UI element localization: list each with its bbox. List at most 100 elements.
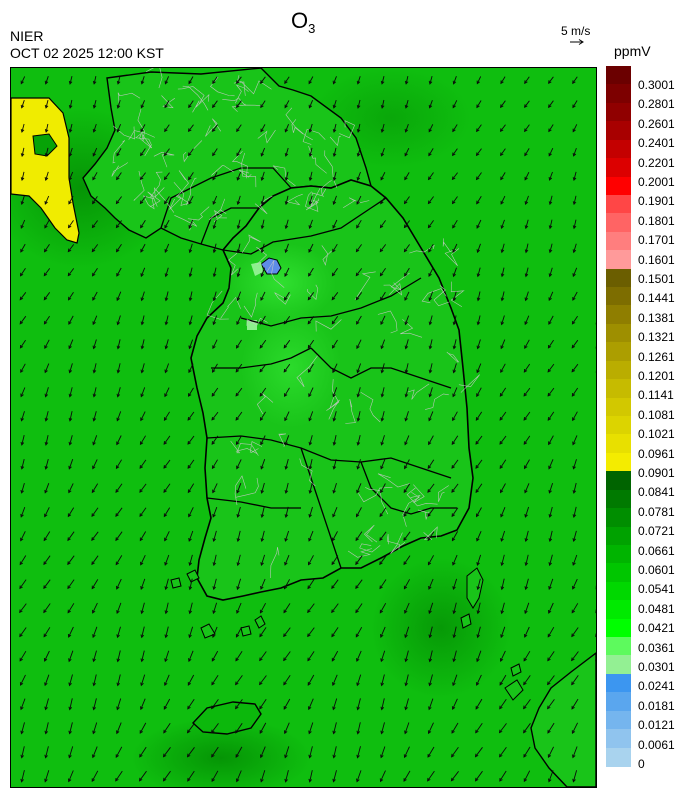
wind-arrow [237,267,241,277]
wind-arrowhead [211,681,215,686]
wind-arrowhead [187,465,191,469]
wind-arrow [523,699,531,709]
wind-arrowhead [91,248,96,253]
district-boundary [235,445,259,456]
wind-arrowhead [500,200,504,205]
wind-arrowhead [452,634,457,639]
wind-arrow [548,315,554,325]
wind-arrow [235,387,243,397]
wind-arrow [68,315,74,325]
wind-arrowhead [20,104,25,109]
wind-arrowhead [428,706,432,711]
wind-arrowhead [428,369,433,374]
wind-arrow [92,626,98,638]
wind-arrowhead [571,730,576,735]
wind-arrowhead [500,345,504,350]
wind-arrow [285,458,289,470]
wind-arrowhead [186,753,191,758]
wind-arrowhead [259,392,264,397]
wind-arrow [499,723,507,733]
wind-arrowhead [92,321,96,326]
wind-arrow [332,387,338,397]
wind-arrow [20,219,26,229]
wind-arrow [260,770,266,782]
wind-arrowhead [356,706,360,711]
wind-arrow [525,195,529,205]
legend-label: 0.0241 [638,679,675,694]
wind-arrowhead [498,729,503,734]
wind-arrowhead [92,730,96,735]
wind-arrowhead [500,249,505,254]
wind-arrow [235,675,243,685]
wind-arrow [261,219,265,229]
wind-arrowhead [140,610,144,615]
wind-arrow [116,267,122,277]
wind-arrowhead [187,416,191,421]
wind-arrow [427,746,435,758]
wind-arrowhead [92,634,96,639]
wind-arrow [355,531,363,541]
wind-arrowhead [499,416,503,421]
wind-arrow [403,770,411,782]
wind-arrowhead [188,513,192,518]
wind-arrowhead [92,706,97,711]
wind-arrowhead [68,128,73,133]
wind-arrowhead [571,320,576,325]
legend-swatch [606,268,631,288]
wind-arrowhead [380,345,384,350]
legend-label: 0.0301 [638,660,675,674]
wind-arrow [381,411,385,421]
wind-arrowhead [428,585,432,590]
wind-arrow [573,459,577,469]
district-boundary [324,150,338,188]
wind-arrowhead [44,80,49,85]
wind-arrowhead [235,368,240,373]
wind-arrow [333,770,337,782]
wind-arrow [211,723,219,733]
small-islands [170,567,522,677]
wind-arrow [572,100,578,108]
wind-arrow [548,291,554,301]
legend-label: 0.0481 [638,601,675,616]
wind-arrowhead [236,176,240,181]
wind-arrowhead [524,225,529,230]
wind-arrow [331,579,339,589]
wind-arrowhead [212,80,216,85]
wind-arrowhead [380,754,384,759]
wind-arrowhead [332,369,336,374]
wind-arrowhead [116,345,121,350]
wind-arrow [284,435,290,445]
wind-arrowhead [140,224,144,229]
legend-swatch [606,342,631,362]
district-boundary [358,487,393,503]
district-boundary [177,86,205,104]
wind-arrow [309,482,313,494]
wind-arrowhead [356,176,361,181]
wind-arrow [141,76,145,84]
wind-arrowhead [452,224,456,229]
wind-arrow [211,650,219,662]
legend-label: 0.2801 [638,97,675,112]
wind-arrow [475,723,483,733]
wind-arrowhead [331,561,335,566]
wind-arrowhead [92,417,97,422]
wind-arrowhead [20,513,24,518]
wind-arrow [164,387,170,397]
wind-arrowhead [67,248,72,253]
wind-arrow [212,363,218,373]
wind-arrowhead [427,200,432,205]
wind-arrow [117,650,121,662]
wind-arrow [163,747,171,757]
wind-arrowhead [308,104,313,109]
wind-arrow [235,746,243,758]
legend-label: 0.0721 [638,524,675,539]
wind-arrow [308,530,314,542]
wind-arrowhead [91,272,96,277]
wind-arrow [116,291,122,301]
wind-arrow [91,531,99,541]
wind-arrow [427,459,435,469]
wind-arrow [404,626,410,638]
wind-arrow [115,555,123,565]
wind-arrowhead [164,273,169,278]
wind-arrowhead [67,585,71,590]
